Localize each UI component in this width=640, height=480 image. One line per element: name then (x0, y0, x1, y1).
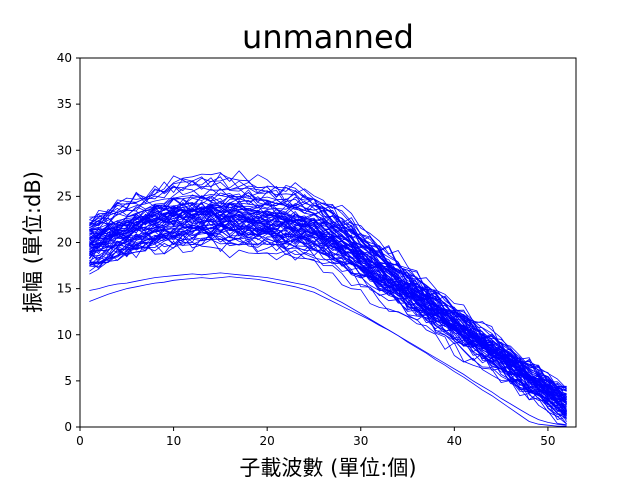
series-line-6 (89, 234, 567, 426)
y-tick-label: 25 (57, 189, 72, 203)
x-tick-label: 30 (353, 434, 368, 448)
x-axis-label: 子載波數 (單位:個) (239, 456, 416, 480)
series-line-65 (89, 194, 567, 418)
y-axis-label: 振幅 (單位:dB) (21, 171, 45, 313)
series-line-4 (89, 276, 567, 426)
x-axis-ticks: 0 10 20 30 40 50 (76, 427, 556, 448)
y-axis-ticks: 0 5 10 15 20 25 30 35 40 (57, 51, 80, 434)
x-tick-label: 20 (260, 434, 275, 448)
chart-title: unmanned (242, 18, 414, 56)
series-line-3 (89, 272, 567, 427)
y-tick-label: 15 (57, 282, 72, 296)
series-line-42 (89, 218, 567, 418)
x-tick-label: 40 (447, 434, 462, 448)
series-line-56 (89, 208, 567, 391)
y-tick-label: 35 (57, 97, 72, 111)
series-line-71 (89, 234, 567, 411)
series-line-53 (89, 222, 567, 422)
series-line-43 (89, 180, 567, 413)
y-tick-label: 40 (57, 51, 72, 65)
series-line-79 (89, 222, 567, 404)
series-line-77 (89, 170, 567, 415)
y-tick-label: 5 (64, 374, 72, 388)
series-line-62 (89, 203, 567, 401)
series-line-75 (89, 200, 567, 391)
y-tick-label: 10 (57, 328, 72, 342)
series-line-73 (89, 241, 567, 412)
series-line-16 (89, 220, 567, 416)
y-tick-label: 30 (57, 143, 72, 157)
y-tick-label: 20 (57, 236, 72, 250)
x-tick-label: 50 (540, 434, 555, 448)
x-tick-label: 0 (76, 434, 84, 448)
series-line-74 (89, 188, 567, 413)
series-line-52 (89, 209, 567, 415)
series-line-76 (89, 207, 567, 395)
series-line-59 (89, 194, 567, 400)
x-tick-label: 10 (166, 434, 181, 448)
y-tick-label: 0 (64, 420, 72, 434)
series-line-78 (89, 228, 567, 389)
series-lines (89, 170, 567, 427)
series-line-31 (89, 209, 567, 420)
